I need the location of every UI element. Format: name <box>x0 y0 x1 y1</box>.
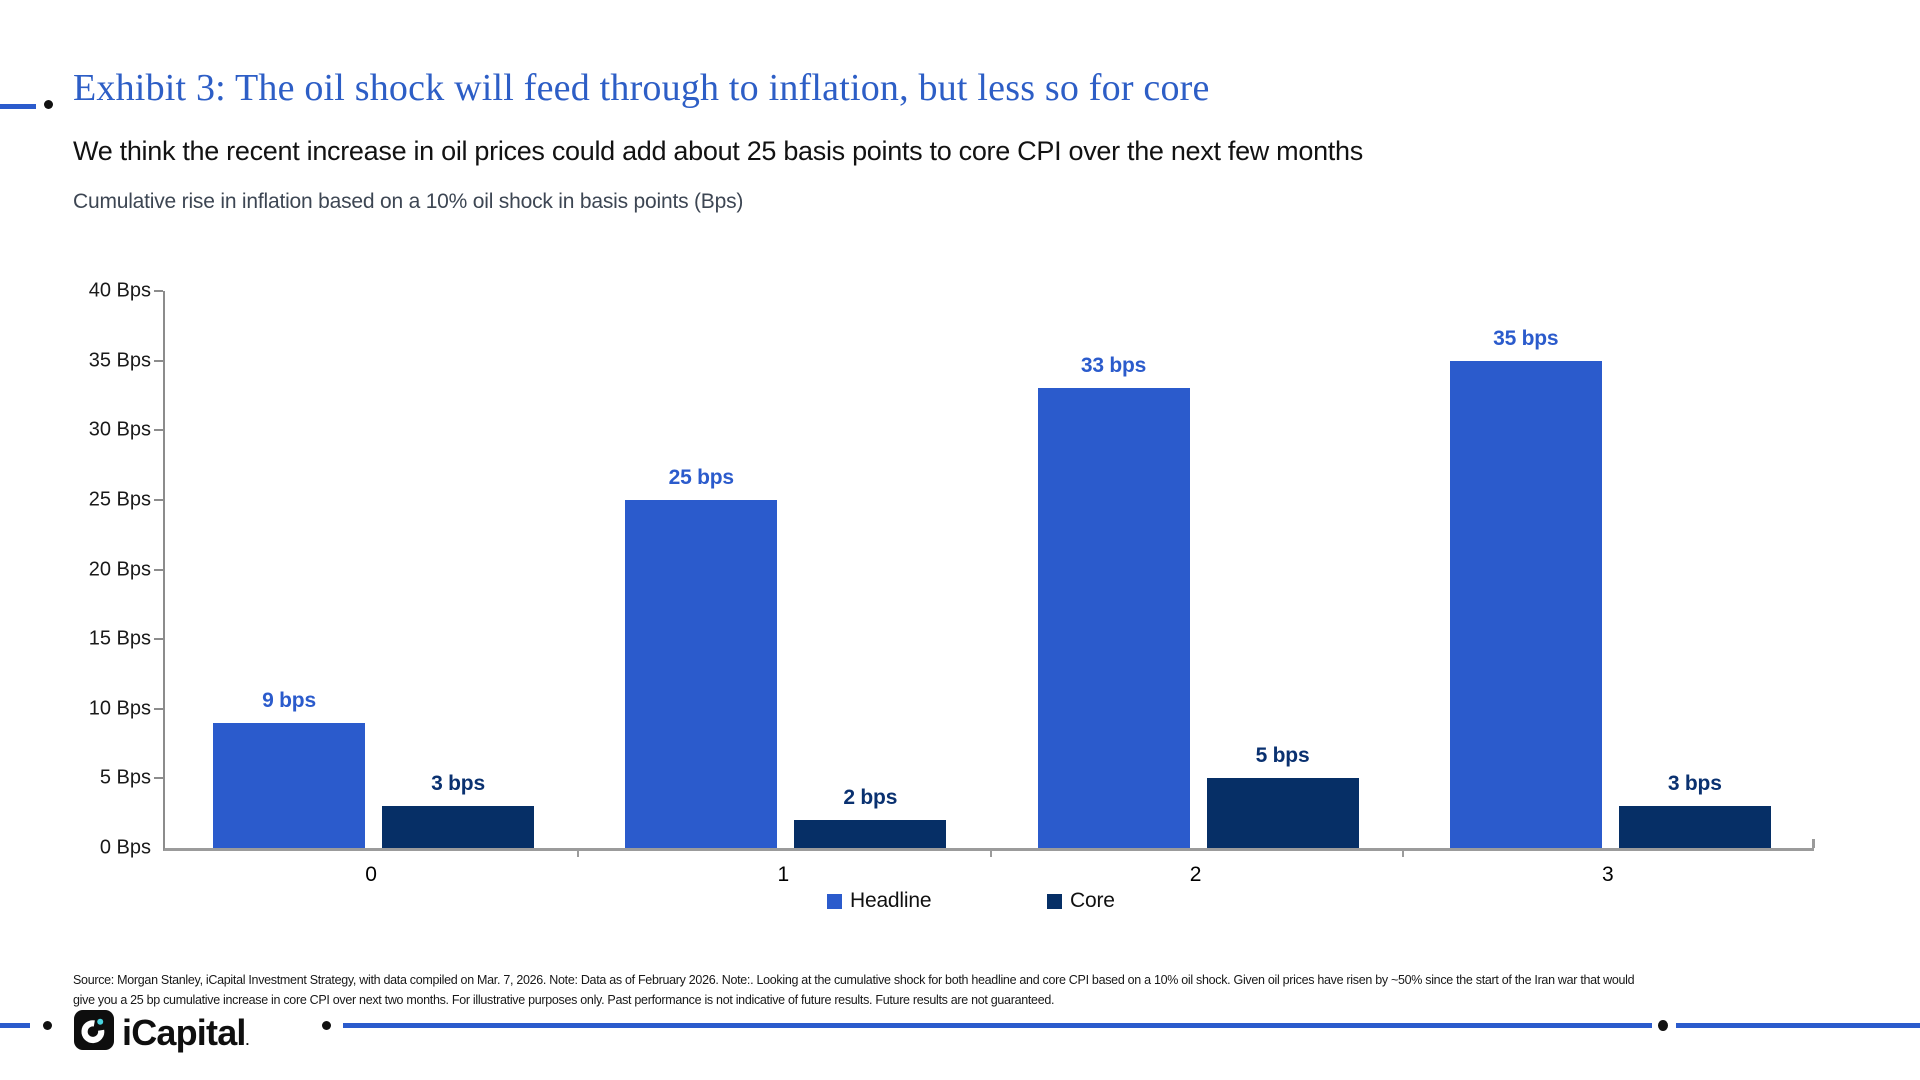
bar-value-label: 3 bps <box>1667 772 1722 796</box>
bar-headline-1 <box>625 499 778 848</box>
x-axis-category-label: 0 <box>365 863 377 886</box>
exhibit-title: Exhibit 3: The oil shock will feed throu… <box>73 67 1210 109</box>
bar-headline-3 <box>1449 360 1602 848</box>
y-axis-tick-label: 25 Bps <box>88 488 151 511</box>
bar-value-label: 25 bps <box>668 465 735 489</box>
brand-line-decoration <box>343 1023 1652 1028</box>
bar-core-1 <box>794 820 947 848</box>
y-axis-tick-label: 35 Bps <box>88 349 151 372</box>
y-axis-tick-mark <box>154 429 163 432</box>
brand-dash-decoration <box>0 1023 30 1028</box>
bar-value-label: 35 bps <box>1493 326 1559 350</box>
y-axis-tick-mark <box>154 290 163 292</box>
x-axis-category-label: 3 <box>1602 863 1614 886</box>
icapital-wordmark: iCapital. <box>122 1012 250 1054</box>
x-axis-tick-mark <box>1401 848 1404 857</box>
bar-chart-plot-area: 0 Bps 5 Bps 10 Bps 15 Bps 20 Bps 25 Bps 30 Bps… <box>89 280 1815 886</box>
exhibit-subtitle: We think the recent increase in oil pric… <box>73 136 1363 166</box>
source-line-2: give you a 25 bp cumulative increase in … <box>73 993 1055 1007</box>
icapital-logo-icon <box>74 1010 114 1050</box>
bar-value-label: 2 bps <box>843 786 898 810</box>
y-axis-tick-mark <box>154 568 163 571</box>
x-axis-end-tick <box>1812 839 1815 848</box>
x-axis-tick-mark <box>989 848 992 857</box>
bar-headline-2 <box>1037 388 1190 848</box>
y-axis-tick-label: 30 Bps <box>88 418 151 441</box>
legend-item-core: Core <box>1047 889 1115 913</box>
legend-label: Headline <box>850 889 932 912</box>
brand-dot-decoration <box>43 1021 52 1030</box>
bar-core-3 <box>1618 806 1771 848</box>
y-axis-tick-label: 20 Bps <box>88 558 151 580</box>
icapital-trademark-dot: . <box>245 1033 250 1048</box>
bar-headline-0 <box>213 722 365 848</box>
title-dash-decoration <box>0 104 36 109</box>
bar-value-label: 3 bps <box>431 772 485 796</box>
y-axis-tick-label: 10 Bps <box>88 697 151 720</box>
brand-dot-decoration <box>1658 1020 1668 1031</box>
y-axis-tick-mark <box>154 777 163 780</box>
y-axis-tick-label: 5 Bps <box>99 766 151 789</box>
bar-value-label: 5 bps <box>1255 744 1310 768</box>
brand-dot-decoration <box>322 1021 331 1030</box>
bar-core-2 <box>1206 778 1359 848</box>
y-axis-tick-mark <box>154 498 163 501</box>
y-axis-tick-mark <box>154 359 163 362</box>
y-axis-tick-label: 0 Bps <box>99 836 151 859</box>
legend-label: Core <box>1070 889 1115 912</box>
legend-item-headline: Headline <box>827 889 931 913</box>
brand-line-decoration <box>1676 1023 1920 1028</box>
icapital-wordmark-text: iCapital <box>122 1012 246 1053</box>
legend-swatch-headline <box>827 893 842 909</box>
bar-value-label: 33 bps <box>1080 354 1147 378</box>
x-axis-tick-mark <box>577 848 580 857</box>
legend-swatch-core <box>1047 893 1062 909</box>
title-dot-decoration <box>44 100 53 109</box>
y-axis-tick-label: 15 Bps <box>88 627 151 650</box>
x-axis-category-label: 1 <box>777 863 790 886</box>
source-line-1: Source: Morgan Stanley, iCapital Investm… <box>73 973 1635 987</box>
bar-value-label: 9 bps <box>262 688 316 712</box>
source-disclaimer: Source: Morgan Stanley, iCapital Investm… <box>73 970 1873 1010</box>
y-axis-tick-mark <box>154 707 163 710</box>
bar-core-0 <box>382 806 534 848</box>
chart-axis-note: Cumulative rise in inflation based on a … <box>73 190 744 213</box>
y-axis-tick-label: 40 Bps <box>88 279 151 302</box>
y-axis-tick-mark <box>154 638 163 641</box>
x-axis-category-label: 2 <box>1189 863 1202 886</box>
